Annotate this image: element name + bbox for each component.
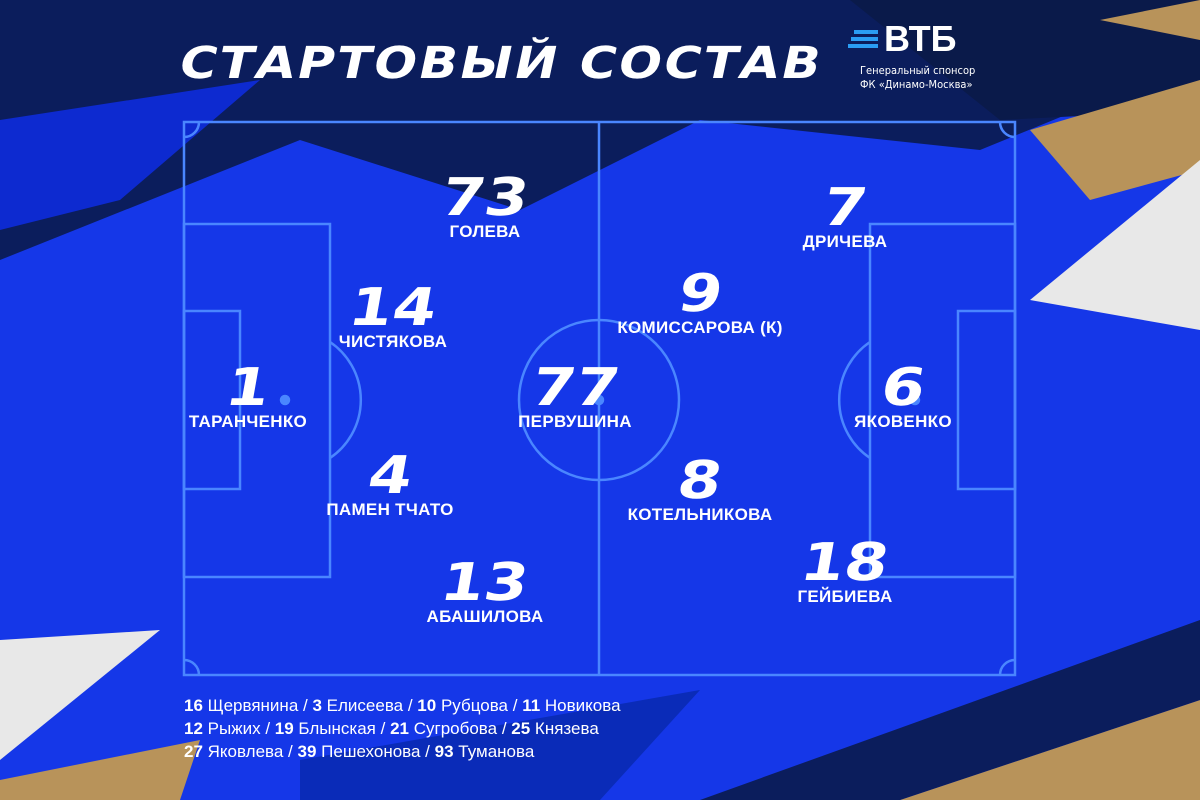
vtb-logo: ВТБ [848, 18, 988, 60]
substitutes-row: 16 Щервянина / 3 Елисеева / 10 Рубцова /… [184, 694, 621, 717]
sub-number: 25 [511, 719, 531, 738]
player-name: КОМИССАРОВА (К) [617, 318, 783, 337]
player-name: ЧИСТЯКОВА [338, 332, 448, 351]
player-number: 1 [220, 358, 276, 418]
sub-number: 10 [417, 696, 437, 715]
sub-name: Рубцова [440, 696, 509, 715]
player-73: 73 ГОЛЕВА [436, 168, 533, 242]
player-name: КОТЕЛЬНИКОВА [627, 505, 773, 524]
sub-name: Елисеева [326, 696, 404, 715]
player-number: 6 [875, 358, 931, 418]
separator: / [283, 742, 298, 761]
separator: / [403, 696, 418, 715]
separator: / [260, 719, 275, 738]
sponsor-line1: Генеральный спонсор [860, 64, 976, 77]
substitutes-row: 27 Яковлева / 39 Пешехонова / 93 Туманов… [184, 740, 621, 763]
player-18: 18 ГЕЙБИЕВА [796, 533, 894, 607]
page-title: СТАРТОВЫЙ СОСТАВ [174, 38, 829, 89]
vtb-logo-icon [848, 27, 878, 51]
player-name: ПЕРВУШИНА [518, 412, 632, 431]
player-number: 73 [436, 168, 534, 228]
separator: / [497, 719, 512, 738]
sub-name: Рыжих [207, 719, 261, 738]
sponsor-block: ВТБ Генеральный спонсор ФК «Динамо-Москв… [848, 18, 988, 92]
player-number: 8 [672, 451, 728, 511]
sub-name: Князева [534, 719, 599, 738]
player-number: 14 [344, 278, 442, 338]
player-number: 7 [817, 178, 872, 238]
player-name: АБАШИЛОВА [426, 607, 544, 626]
player-name: ГОЛЕВА [449, 222, 521, 241]
sub-name: Сугробова [413, 719, 498, 738]
player-77: 77 ПЕРВУШИНА [518, 358, 632, 432]
sub-name: Туманова [458, 742, 535, 761]
player-name: ДРИЧЕВА [802, 232, 888, 251]
player-number: 4 [362, 446, 418, 506]
separator: / [420, 742, 435, 761]
player-name: ТАРАНЧЕНКО [188, 412, 308, 431]
sub-number: 19 [274, 719, 294, 738]
player-name: ГЕЙБИЕВА [797, 587, 893, 606]
sub-number: 16 [184, 696, 203, 715]
player-14: 14 ЧИСТЯКОВА [338, 278, 448, 352]
player-6: 6 ЯКОВЕНКО [854, 358, 952, 432]
player-name: ЯКОВЕНКО [854, 412, 952, 431]
sub-number: 27 [184, 742, 203, 761]
separator: / [508, 696, 523, 715]
sub-number: 93 [434, 742, 454, 761]
player-number: 13 [436, 553, 534, 613]
player-name: ПАМЕН ТЧАТО [326, 500, 454, 519]
sponsor-line2: ФК «Динамо-Москва» [860, 78, 973, 91]
sub-name: Щервянина [207, 696, 303, 715]
sub-number: 21 [390, 719, 409, 738]
player-8: 8 КОТЕЛЬНИКОВА [627, 451, 773, 525]
sub-number: 11 [522, 696, 541, 715]
player-number: 18 [796, 533, 894, 593]
substitutes-list: 16 Щервянина / 3 Елисеева / 10 Рубцова /… [184, 694, 621, 763]
player-4: 4 ПАМЕН ТЧАТО [326, 446, 454, 520]
player-1: 1 ТАРАНЧЕНКО [188, 358, 308, 432]
player-number: 77 [526, 358, 624, 418]
sub-name: Блынская [298, 719, 376, 738]
player-7: 7 ДРИЧЕВА [802, 178, 888, 252]
substitutes-row: 12 Рыжих / 19 Блынская / 21 Сугробова / … [184, 717, 621, 740]
sub-number: 39 [297, 742, 317, 761]
separator: / [303, 696, 313, 715]
player-13: 13 АБАШИЛОВА [426, 553, 544, 627]
player-9: 9 КОМИССАРОВА (К) [617, 264, 783, 338]
sub-number: 3 [312, 696, 322, 715]
sub-number: 12 [184, 719, 203, 738]
sub-name: Новикова [544, 696, 621, 715]
player-number: 9 [672, 264, 727, 324]
sub-name: Яковлева [207, 742, 284, 761]
sub-name: Пешехонова [321, 742, 421, 761]
separator: / [375, 719, 391, 738]
vtb-logo-text: ВТБ [884, 18, 957, 59]
